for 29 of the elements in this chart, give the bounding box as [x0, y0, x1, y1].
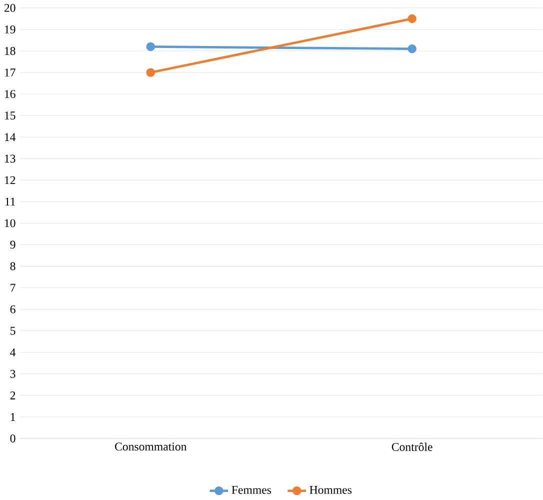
- legend-label: Hommes: [310, 486, 352, 494]
- y-tick-label: 2: [10, 392, 16, 400]
- y-tick-label: 14: [4, 133, 16, 142]
- y-tick-label: 4: [10, 348, 16, 356]
- y-tick-label: 12: [4, 176, 16, 184]
- legend-label: Femmes: [232, 486, 272, 494]
- y-tick-label: 6: [10, 305, 16, 314]
- y-tick-label: 3: [10, 370, 16, 378]
- x-tick-label: Contrôle: [392, 442, 432, 452]
- y-tick-label: 9: [10, 240, 16, 249]
- y-tick-label: 10: [4, 219, 16, 228]
- point: [408, 14, 416, 24]
- y-tick-label: 20: [4, 4, 16, 12]
- y-tick-label: 19: [4, 26, 16, 34]
- y-tick-label: 18: [4, 47, 16, 56]
- y-tick-label: 11: [5, 198, 16, 206]
- y-tick-label: 13: [4, 154, 16, 163]
- y-tick-label: 1: [10, 413, 16, 421]
- point: [408, 44, 416, 54]
- y-tick-label: 16: [4, 90, 16, 98]
- point: [146, 42, 156, 52]
- y-tick-label: 17: [4, 68, 16, 76]
- point: [146, 68, 156, 77]
- y-tick-label: 8: [10, 262, 16, 270]
- x-tick-label: Consommation: [115, 442, 187, 451]
- y-tick-label: 7: [10, 284, 16, 292]
- y-tick-label: 15: [4, 112, 16, 120]
- y-tick-label: 5: [10, 326, 16, 335]
- y-tick-label: 0: [10, 434, 16, 443]
